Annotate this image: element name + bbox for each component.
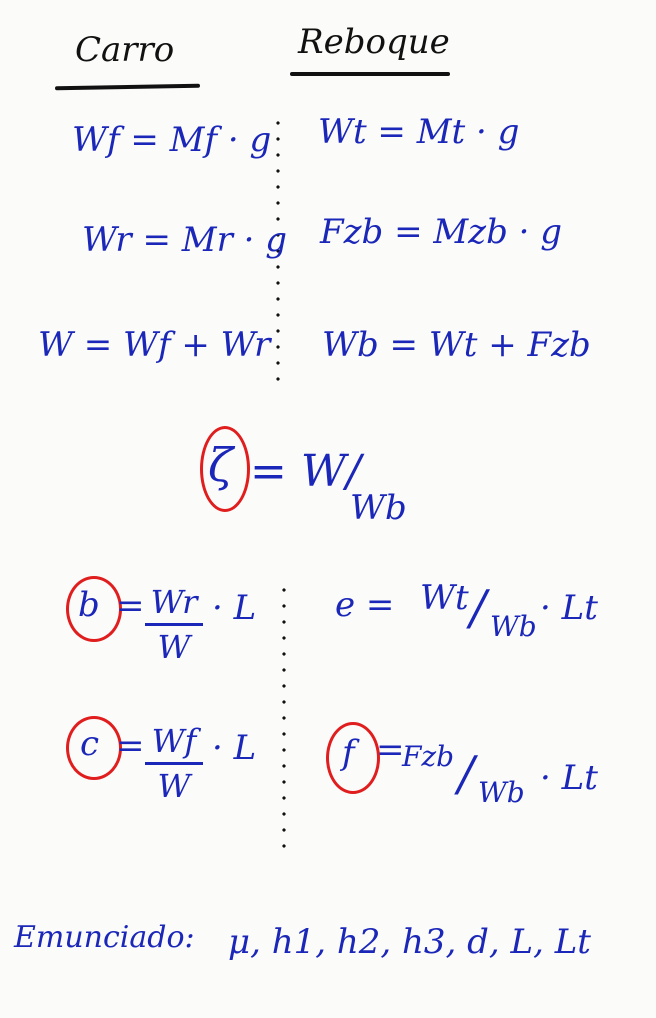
b-fraction: Wr W	[145, 583, 203, 666]
f-numerator: Fzb	[402, 740, 455, 773]
e-lhs: e =	[335, 585, 395, 625]
statement-label: Emunciado:	[14, 920, 195, 955]
eq-w: W = Wf + Wr	[38, 325, 271, 365]
b-denominator: W	[157, 628, 191, 666]
b-equals: =	[116, 586, 145, 626]
header-carro: Carro	[75, 30, 175, 70]
f-denominator: Wb	[478, 776, 525, 809]
c-tail: · L	[212, 728, 257, 768]
c-var: c	[80, 724, 100, 764]
c-circle	[66, 716, 122, 780]
eq-wr: Wr = Mr · g	[82, 220, 288, 260]
eq-wt: Wt = Mt · g	[318, 112, 520, 152]
e-tail: · Lt	[540, 588, 598, 628]
f-equals: =	[376, 730, 405, 770]
c-fraction-bar	[145, 762, 203, 765]
statement-items: μ, h1, h2, h3, d, L, Lt	[228, 922, 591, 962]
ratio-equation: = W/	[250, 446, 361, 497]
b-tail: · L	[212, 588, 257, 628]
b-numerator: Wr	[150, 583, 198, 621]
c-equals: =	[116, 726, 145, 766]
c-fraction: Wf W	[145, 722, 203, 805]
e-denominator: Wb	[490, 610, 537, 643]
ratio-denominator: Wb	[350, 488, 407, 528]
b-fraction-bar	[145, 623, 203, 626]
column-divider-top	[276, 115, 280, 390]
b-var: b	[78, 585, 100, 625]
column-divider-bottom	[282, 582, 286, 852]
ratio-symbol: ζ	[208, 438, 233, 492]
e-slash: /	[470, 580, 487, 636]
c-denominator: W	[157, 767, 191, 805]
f-circle	[326, 722, 380, 794]
e-numerator: Wt	[420, 578, 469, 618]
eq-wb: Wb = Wt + Fzb	[322, 325, 591, 365]
b-circle	[66, 576, 122, 642]
f-var: f	[342, 733, 355, 773]
eq-wf: Wf = Mf · g	[72, 120, 272, 160]
header-reboque: Reboque	[298, 22, 450, 62]
f-slash: /	[458, 746, 475, 802]
header-carro-underline	[54, 83, 201, 91]
ratio-circle	[200, 426, 250, 512]
eq-fzb: Fzb = Mzb · g	[320, 212, 563, 252]
header-reboque-underline	[290, 72, 450, 76]
f-tail: · Lt	[540, 758, 598, 798]
c-numerator: Wf	[151, 722, 197, 760]
